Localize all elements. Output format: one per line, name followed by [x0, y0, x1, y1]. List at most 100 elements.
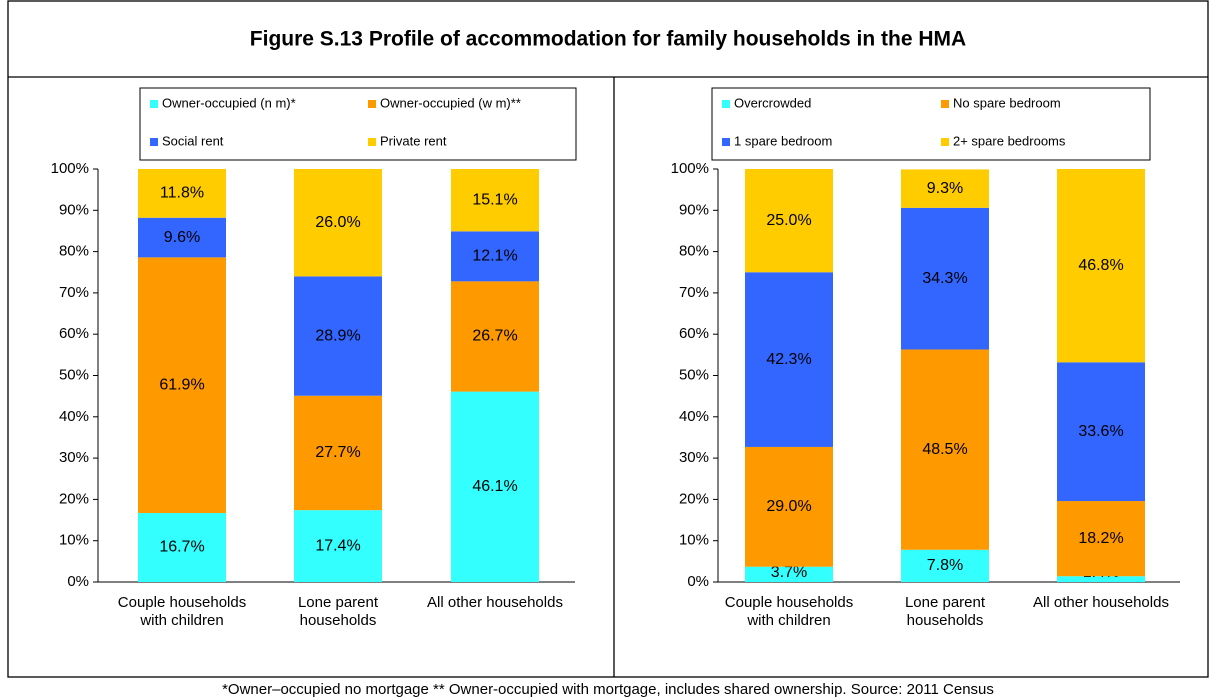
value-label: 26.0%: [315, 214, 360, 231]
y-tick-label: 80%: [59, 243, 89, 260]
value-label: 16.7%: [159, 539, 204, 556]
bar-segment: [1057, 501, 1145, 577]
value-label: 7.8%: [927, 557, 963, 574]
bar-segment: [138, 217, 226, 258]
x-label-box: Lone parent households: [904, 594, 986, 629]
x-tick-label: All other households: [1033, 594, 1169, 611]
x-label-box: Couple households with children: [724, 594, 854, 629]
legend-label: Private rent: [380, 133, 447, 148]
value-label: 61.9%: [159, 376, 204, 393]
value-label: 17.4%: [315, 537, 360, 554]
x-tick-label: Lone parent households: [904, 594, 986, 629]
value-label: 25.0%: [766, 212, 811, 229]
bar-segment: [745, 169, 833, 273]
value-label: 42.3%: [766, 351, 811, 368]
value-label: 3.7%: [771, 564, 807, 581]
legend-box: [139, 87, 577, 161]
bar-segment: [1057, 169, 1145, 363]
bar-segment: [1057, 362, 1145, 502]
legend-label: Owner-occupied (w m)**: [380, 95, 521, 110]
bar-segment: [451, 281, 539, 392]
y-tick-label: 20%: [59, 490, 89, 507]
bar-segment: [138, 513, 226, 582]
y-tick-label: 0%: [67, 573, 89, 590]
value-label: 28.9%: [315, 327, 360, 344]
x-tick-label: All other households: [427, 594, 563, 611]
value-label: 9.3%: [927, 180, 963, 197]
bar-segment: [745, 566, 833, 582]
y-tick-label: 30%: [679, 449, 709, 466]
value-label: 27.7%: [315, 444, 360, 461]
value-label: 33.6%: [1078, 423, 1123, 440]
bar-segment: [451, 169, 539, 232]
value-label: 18.2%: [1078, 530, 1123, 547]
bar-segment: [745, 272, 833, 447]
value-label: 26.7%: [472, 328, 517, 345]
value-label: 12.1%: [472, 248, 517, 265]
bar-segment: [294, 395, 382, 511]
bar-segment: [901, 349, 989, 550]
bar-segment: [294, 510, 382, 582]
value-label: 29.0%: [766, 498, 811, 515]
y-tick-label: 80%: [679, 243, 709, 260]
value-label: 15.1%: [472, 191, 517, 208]
value-label: 46.1%: [472, 478, 517, 495]
x-label-box: Couple households with children: [117, 594, 247, 629]
bar-segment: [745, 446, 833, 567]
y-tick-label: 60%: [59, 325, 89, 342]
y-tick-label: 90%: [679, 201, 709, 218]
bar-segment: [901, 549, 989, 582]
legend-label: Social rent: [162, 133, 224, 148]
x-label-box: All other households: [1033, 594, 1169, 611]
bar-segment: [451, 231, 539, 282]
y-tick-label: 30%: [59, 449, 89, 466]
x-tick-label: Lone parent households: [297, 594, 379, 629]
legend-label: Overcrowded: [734, 95, 811, 110]
y-tick-label: 100%: [671, 160, 709, 177]
y-tick-label: 50%: [59, 366, 89, 383]
y-tick-label: 10%: [679, 532, 709, 549]
legend-swatch: [368, 100, 376, 108]
legend-swatch: [368, 138, 376, 146]
footnote: *Owner–occupied no mortgage ** Owner-occ…: [222, 681, 994, 698]
legend-swatch: [941, 138, 949, 146]
legend-swatch: [722, 138, 730, 146]
y-tick-label: 60%: [679, 325, 709, 342]
y-tick-label: 40%: [59, 408, 89, 425]
x-tick-label: Couple households with children: [724, 594, 854, 629]
bar-segment: [294, 276, 382, 396]
y-tick-label: 90%: [59, 201, 89, 218]
bar-segment: [1057, 576, 1145, 582]
legend-swatch: [150, 138, 158, 146]
bar-segment: [138, 257, 226, 514]
value-label: 46.8%: [1078, 257, 1123, 274]
legend-label: Owner-occupied (n m)*: [162, 95, 296, 110]
legend-swatch: [941, 100, 949, 108]
legend-swatch: [150, 100, 158, 108]
legend-swatch: [722, 100, 730, 108]
legend-label: 2+ spare bedrooms: [953, 133, 1066, 148]
bar-segment: [901, 169, 989, 208]
y-tick-label: 50%: [679, 366, 709, 383]
figure-title: Figure S.13 Profile of accommodation for…: [250, 28, 966, 51]
bar-segment: [451, 391, 539, 582]
value-label: 48.5%: [922, 441, 967, 458]
x-label-box: Lone parent households: [297, 594, 379, 629]
value-label: 11.8%: [160, 185, 204, 202]
y-tick-label: 70%: [679, 284, 709, 301]
bar-segment: [901, 207, 989, 350]
legend-box: [711, 87, 1151, 161]
legend-label: No spare bedroom: [953, 95, 1061, 110]
y-tick-label: 100%: [51, 160, 89, 177]
y-tick-label: 70%: [59, 284, 89, 301]
bar-segment: [138, 169, 226, 218]
x-tick-label: Couple households with children: [117, 594, 247, 629]
y-tick-label: 0%: [687, 573, 709, 590]
value-label: 9.6%: [164, 229, 200, 246]
x-label-box: All other households: [427, 594, 563, 611]
y-tick-label: 10%: [59, 532, 89, 549]
value-label: 34.3%: [922, 270, 967, 287]
bar-segment: [294, 169, 382, 277]
y-tick-label: 40%: [679, 408, 709, 425]
